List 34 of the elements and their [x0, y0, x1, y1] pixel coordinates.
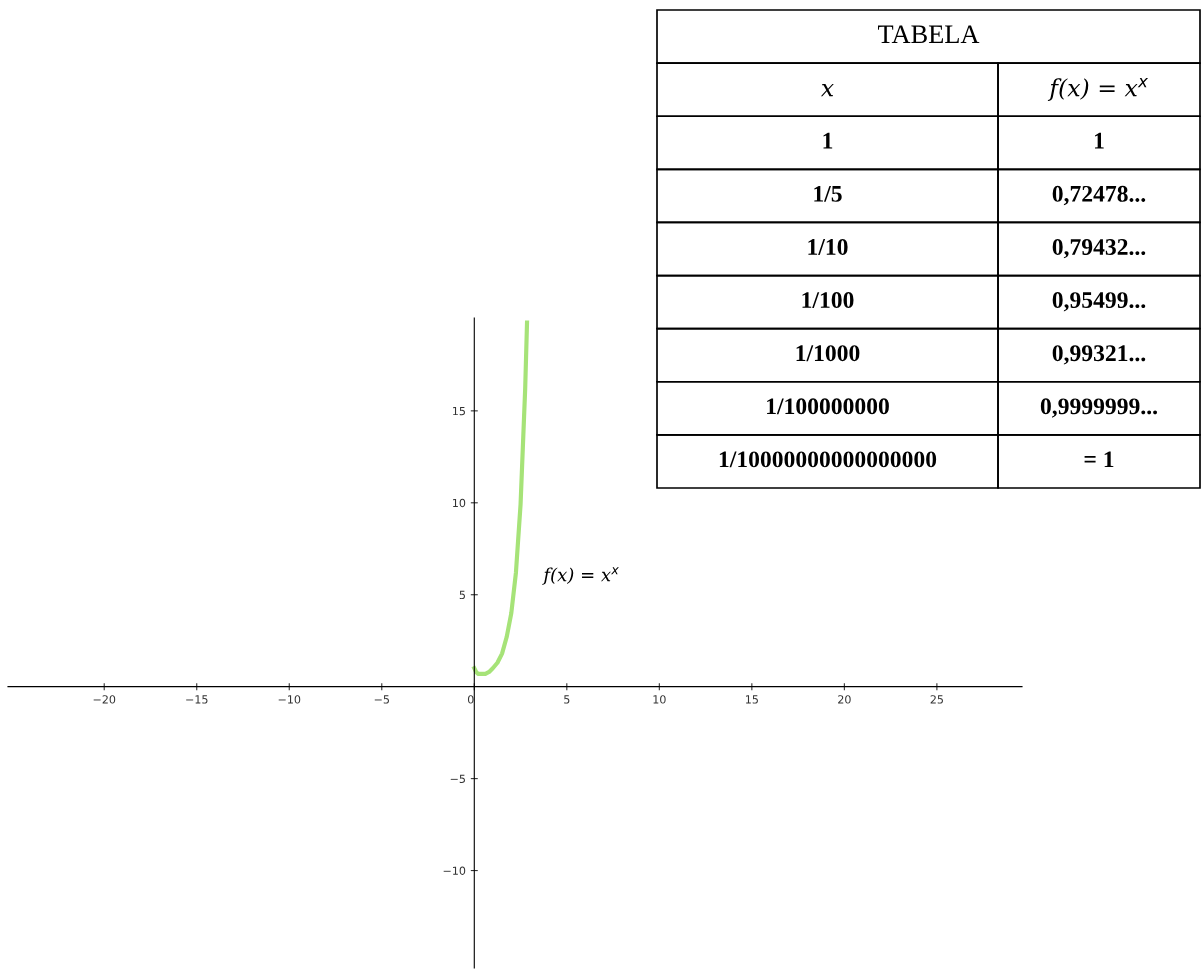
annotation: 1/1000	[796, 345, 860, 362]
category-label: f(x) = x$^{x}$	[1047, 78, 1149, 102]
x-tick-label: −10	[278, 695, 301, 704]
category-label: x	[820, 83, 834, 97]
x-tick-label: 10	[653, 695, 666, 704]
text: 1	[823, 132, 833, 149]
x-tick-label: 20	[838, 695, 851, 704]
x-tick-label: −20	[93, 695, 116, 704]
x-tick-label: 0	[467, 695, 474, 704]
text: 0,9999999...	[1040, 398, 1157, 418]
text: 1	[1094, 132, 1104, 149]
x-tick-label: 5	[564, 695, 570, 704]
text: 0,79432...	[1052, 238, 1146, 259]
x-tick-label: 25	[930, 695, 943, 704]
y-tick-label: 5	[459, 590, 465, 600]
text: 1/5	[814, 185, 842, 202]
y-tick-label: 15	[453, 406, 465, 416]
x-tick-label: 15	[746, 695, 758, 704]
text: 0,99321...	[1052, 345, 1146, 365]
text: = 1	[1084, 451, 1114, 468]
y-tick-label: −10	[443, 866, 466, 875]
y-tick-label: 10	[453, 498, 466, 508]
x-tick-label: −15	[186, 695, 208, 704]
annotation: 1/100000000	[767, 398, 889, 415]
text: 0,95499...	[1052, 292, 1146, 312]
line-series	[472, 320, 530, 676]
text: TABELA	[878, 25, 980, 43]
annotation: 1/10000000000000000	[719, 451, 937, 468]
text: 1/10	[808, 238, 848, 255]
y-tick-label: −5	[450, 774, 465, 783]
text: 1/100	[802, 292, 854, 309]
annotation: f(x) = x$^{x}$	[542, 567, 619, 585]
x-tick-label: −5	[374, 695, 389, 704]
text: 0,72478...	[1052, 185, 1146, 206]
